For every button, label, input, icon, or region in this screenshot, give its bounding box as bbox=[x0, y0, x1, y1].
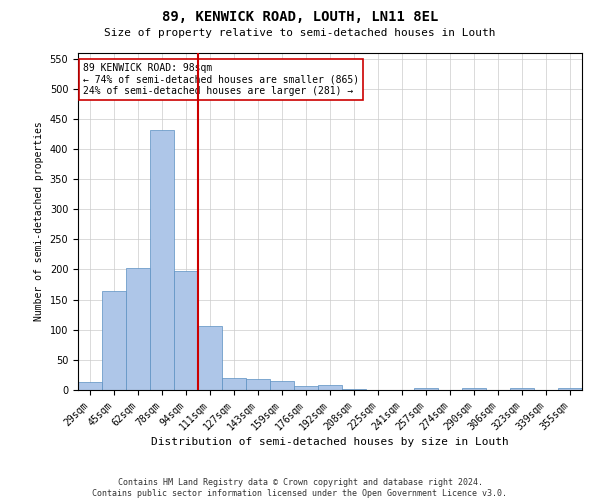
Text: Size of property relative to semi-detached houses in Louth: Size of property relative to semi-detach… bbox=[104, 28, 496, 38]
Bar bbox=[462, 388, 486, 390]
X-axis label: Distribution of semi-detached houses by size in Louth: Distribution of semi-detached houses by … bbox=[151, 438, 509, 448]
Bar bbox=[414, 388, 438, 390]
Bar bbox=[102, 290, 126, 390]
Y-axis label: Number of semi-detached properties: Number of semi-detached properties bbox=[34, 122, 44, 321]
Bar bbox=[270, 381, 294, 390]
Text: 89 KENWICK ROAD: 98sqm
← 74% of semi-detached houses are smaller (865)
24% of se: 89 KENWICK ROAD: 98sqm ← 74% of semi-det… bbox=[83, 62, 359, 96]
Bar bbox=[318, 385, 342, 390]
Bar bbox=[558, 388, 582, 390]
Bar bbox=[294, 386, 318, 390]
Bar bbox=[78, 382, 102, 390]
Bar bbox=[198, 326, 222, 390]
Bar bbox=[150, 130, 174, 390]
Bar bbox=[246, 379, 270, 390]
Bar bbox=[174, 272, 198, 390]
Bar bbox=[126, 268, 150, 390]
Bar bbox=[222, 378, 246, 390]
Text: 89, KENWICK ROAD, LOUTH, LN11 8EL: 89, KENWICK ROAD, LOUTH, LN11 8EL bbox=[162, 10, 438, 24]
Text: Contains HM Land Registry data © Crown copyright and database right 2024.
Contai: Contains HM Land Registry data © Crown c… bbox=[92, 478, 508, 498]
Bar bbox=[510, 388, 534, 390]
